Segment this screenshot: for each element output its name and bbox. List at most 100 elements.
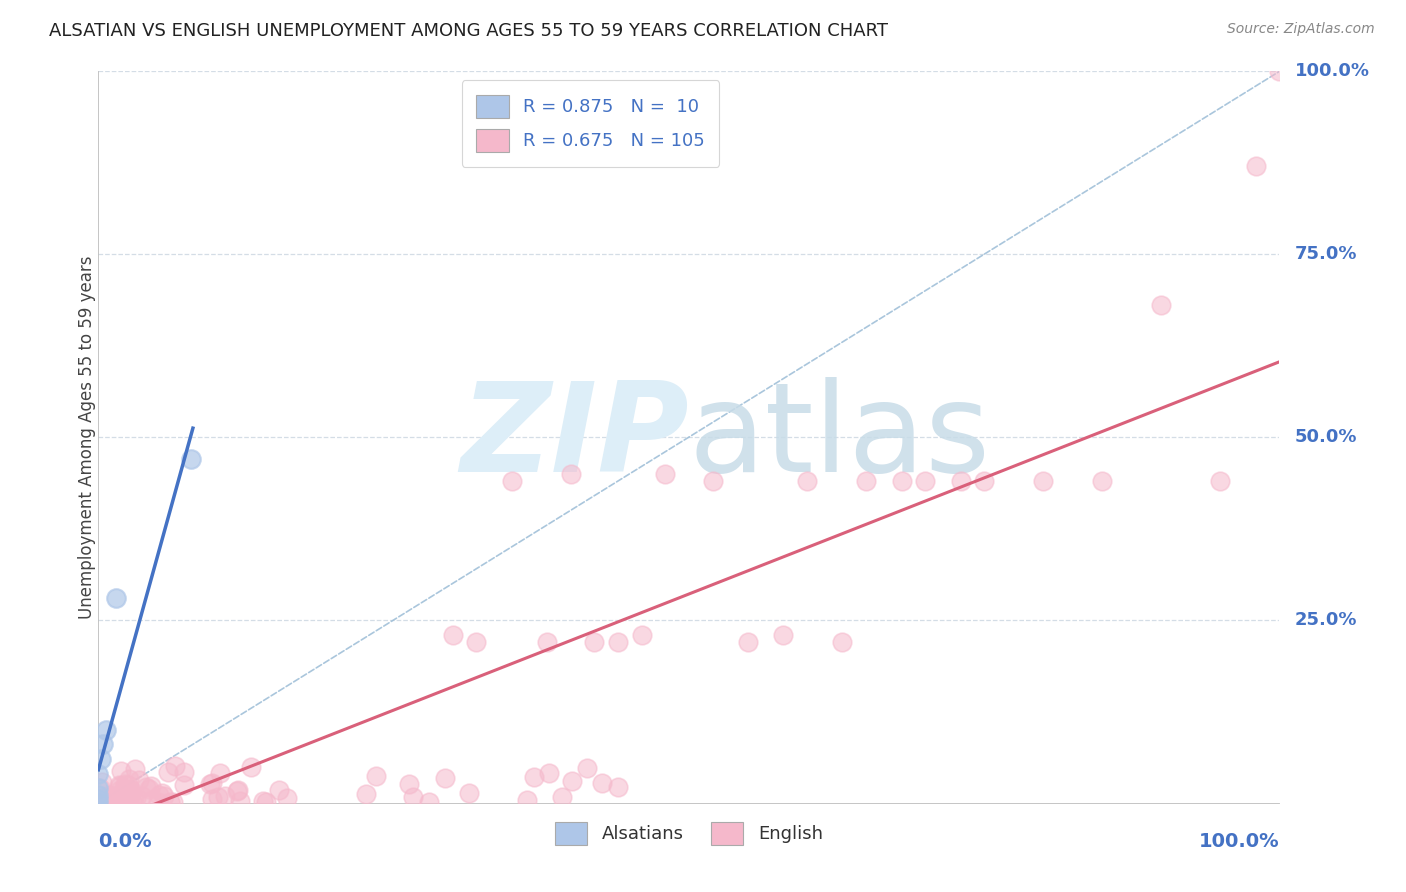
Point [209, 766, 232, 780]
Legend: Alsatians, English: Alsatians, English [540, 807, 838, 860]
Point [91, 737, 114, 751]
Point [239, 759, 262, 773]
Point [560, 467, 582, 481]
Point [103, 789, 125, 803]
Point [90, 752, 112, 766]
Y-axis label: Unemployment Among Ages 55 to 59 years: Unemployment Among Ages 55 to 59 years [79, 255, 96, 619]
Point [125, 791, 148, 805]
Point [890, 474, 912, 488]
Point [201, 775, 224, 789]
Point [173, 778, 195, 792]
Point [128, 772, 150, 787]
Point [583, 635, 606, 649]
Point [97, 789, 120, 804]
Point [98, 794, 121, 808]
Point [135, 780, 157, 794]
Point [141, 793, 163, 807]
Text: 75.0%: 75.0% [1295, 245, 1357, 263]
Point [516, 793, 538, 807]
Point [737, 635, 759, 649]
Point [1091, 474, 1114, 488]
Point [418, 796, 440, 810]
Point [138, 781, 160, 796]
Text: 100.0%: 100.0% [1295, 62, 1369, 80]
Point [108, 778, 131, 792]
Point [561, 774, 583, 789]
Point [131, 789, 153, 803]
Point [226, 782, 249, 797]
Point [87, 789, 110, 803]
Point [354, 787, 377, 801]
Point [87, 796, 110, 810]
Point [120, 786, 142, 800]
Point [112, 791, 135, 805]
Point [112, 789, 135, 804]
Point [457, 785, 479, 799]
Point [441, 627, 464, 641]
Point [87, 766, 110, 780]
Point [114, 782, 136, 797]
Point [973, 474, 995, 488]
Point [180, 452, 202, 467]
Point [122, 789, 145, 804]
Point [1209, 474, 1232, 488]
Point [117, 784, 139, 798]
Point [914, 474, 936, 488]
Point [214, 789, 236, 803]
Point [1268, 64, 1291, 78]
Point [98, 788, 121, 802]
Point [465, 635, 488, 649]
Point [114, 777, 136, 791]
Point [156, 765, 179, 780]
Point [94, 723, 117, 737]
Point [90, 775, 112, 789]
Point [402, 789, 425, 804]
Point [200, 777, 222, 791]
Text: ZIP: ZIP [460, 376, 689, 498]
Point [159, 795, 181, 809]
Point [267, 782, 290, 797]
Text: 50.0%: 50.0% [1295, 428, 1357, 446]
Point [148, 788, 170, 802]
Point [120, 789, 142, 803]
Point [607, 635, 630, 649]
Point [654, 467, 676, 481]
Point [501, 474, 523, 488]
Text: atlas: atlas [689, 376, 991, 498]
Point [115, 791, 138, 805]
Point [575, 761, 598, 775]
Point [226, 783, 249, 797]
Point [702, 474, 724, 488]
Point [105, 591, 128, 605]
Point [91, 796, 114, 810]
Point [276, 790, 298, 805]
Point [148, 795, 170, 809]
Point [855, 474, 877, 488]
Point [110, 779, 132, 793]
Text: 25.0%: 25.0% [1295, 611, 1357, 629]
Point [949, 474, 972, 488]
Point [207, 789, 229, 804]
Point [124, 762, 146, 776]
Point [254, 795, 277, 809]
Point [537, 766, 560, 780]
Point [433, 772, 456, 786]
Point [252, 794, 274, 808]
Point [118, 772, 141, 786]
Point [165, 759, 187, 773]
Text: 100.0%: 100.0% [1199, 832, 1279, 851]
Point [173, 764, 195, 779]
Point [105, 795, 128, 809]
Text: 0.0%: 0.0% [98, 832, 152, 851]
Point [201, 792, 224, 806]
Point [772, 627, 794, 641]
Point [112, 781, 135, 796]
Text: ALSATIAN VS ENGLISH UNEMPLOYMENT AMONG AGES 55 TO 59 YEARS CORRELATION CHART: ALSATIAN VS ENGLISH UNEMPLOYMENT AMONG A… [49, 22, 889, 40]
Point [91, 795, 114, 809]
Point [229, 794, 252, 808]
Point [1244, 160, 1267, 174]
Point [117, 778, 139, 792]
Point [100, 791, 122, 805]
Point [115, 789, 138, 803]
Point [536, 635, 558, 649]
